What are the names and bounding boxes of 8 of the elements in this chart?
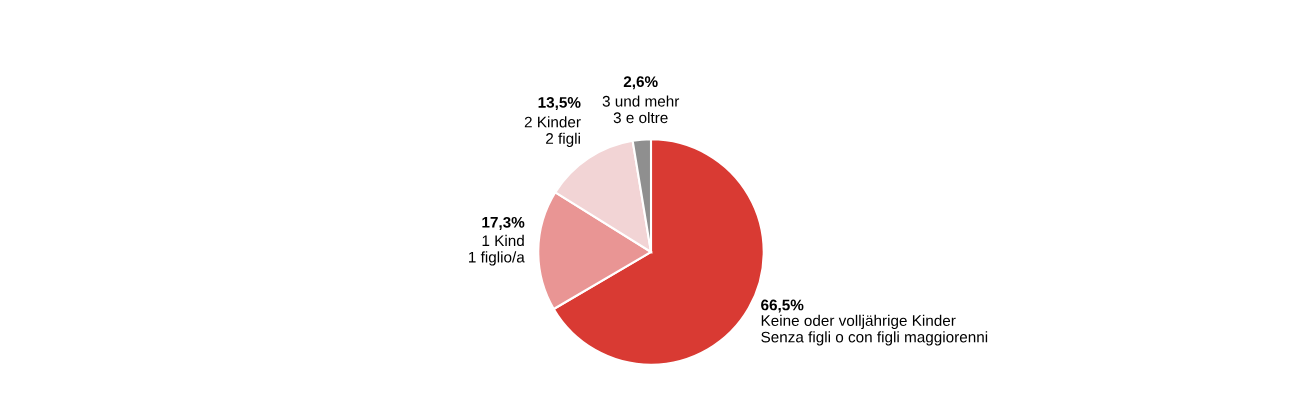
data-label: 66,5% (761, 299, 804, 313)
slice-label: 1 Kind 1 figlio/a (469, 234, 525, 266)
slice-label: 3 und mehr 3 e oltre (602, 95, 680, 124)
slice-label: 2 Kinder 2 figli (524, 116, 581, 147)
data-label: 13,5% (538, 97, 581, 111)
data-label: 17,3% (482, 216, 525, 230)
slice-label: Keine oder volljährige Kinder Senza figli o con figli maggiorenni (761, 314, 988, 346)
data-label: 2,6% (623, 76, 658, 90)
